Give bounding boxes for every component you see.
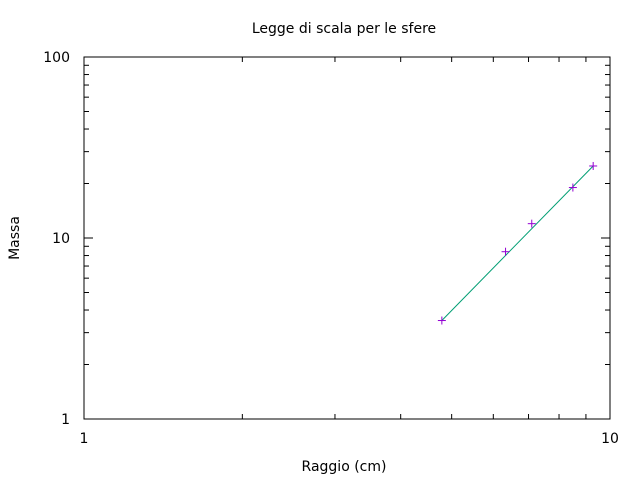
plot-frame [83, 56, 611, 420]
data-series [437, 161, 598, 325]
data-point [527, 219, 536, 228]
y-tick-label: 100 [43, 50, 70, 66]
x-axis-label: Raggio (cm) [302, 459, 387, 475]
data-point [501, 247, 510, 256]
x-tick-label: 1 [80, 431, 89, 447]
fit-line [441, 165, 594, 321]
data-point [589, 161, 598, 170]
data-point [437, 316, 446, 325]
y-tick-label: 1 [61, 412, 70, 428]
tick-labels: 1 10 1 10 100 [43, 50, 619, 447]
y-tick-label: 10 [52, 231, 70, 247]
x-tick-label: 10 [601, 431, 619, 447]
y-axis-label: Massa [7, 216, 23, 260]
data-point [568, 183, 577, 192]
axis-ticks [83, 56, 611, 420]
chart-title: Legge di scala per le sfere [252, 21, 436, 37]
